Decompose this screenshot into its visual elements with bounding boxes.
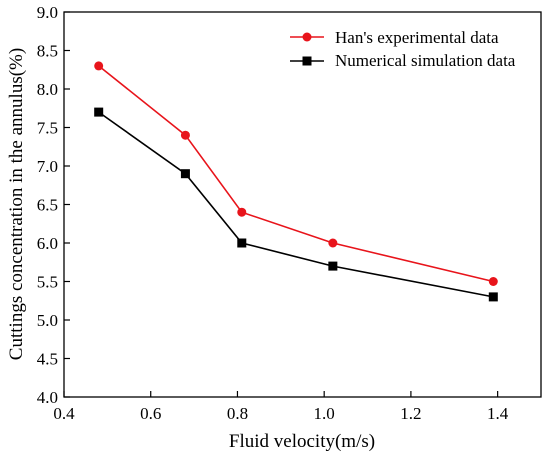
y-tick-label: 6.5 bbox=[37, 196, 58, 215]
legend: Han's experimental data Numerical simula… bbox=[290, 28, 516, 70]
ticks-layer: 0.4 0.6 0.8 1.0 1.2 1.4 4.0 4.5 5.0 5.5 6.0 6.5 7.0 7… bbox=[37, 3, 509, 423]
x-tick-label: 1.4 bbox=[487, 404, 509, 423]
series-line-han bbox=[98, 65, 494, 283]
y-tick-label: 7.0 bbox=[37, 157, 58, 176]
y-tick-label: 5.5 bbox=[37, 273, 58, 292]
x-tick-label: 1.0 bbox=[314, 404, 335, 423]
y-axis-label: Cuttings concentration in the annulus(%) bbox=[6, 48, 27, 360]
y-tick-label: 9.0 bbox=[37, 3, 58, 22]
x-tick-label: 1.2 bbox=[400, 404, 421, 423]
y-tick-label: 6.0 bbox=[37, 234, 58, 253]
y-tick-label: 7.5 bbox=[37, 119, 58, 138]
data-point-han bbox=[180, 130, 190, 140]
plot-frame bbox=[63, 11, 542, 398]
data-point-han bbox=[94, 61, 104, 71]
y-tick-label: 4.0 bbox=[37, 388, 58, 407]
legend-label-sim: Numerical simulation data bbox=[335, 51, 516, 70]
x-axis-label: Fluid velocity(m/s) bbox=[229, 431, 375, 452]
x-tick-label: 0.8 bbox=[227, 404, 248, 423]
data-point-simulation bbox=[180, 169, 190, 179]
data-point-han bbox=[237, 207, 247, 217]
x-tick-label: 0.4 bbox=[53, 404, 75, 423]
data-point-simulation bbox=[237, 238, 247, 248]
series-line-simulation bbox=[98, 111, 494, 298]
legend-marker-han bbox=[302, 32, 312, 42]
data-point-han bbox=[328, 238, 338, 248]
y-tick-label: 4.5 bbox=[37, 350, 58, 369]
y-tick-label: 8.5 bbox=[37, 42, 58, 61]
data-point-han bbox=[488, 277, 498, 286]
x-tick-label: 0.6 bbox=[140, 404, 161, 423]
y-tick-label: 8.0 bbox=[37, 80, 58, 99]
series-layer bbox=[94, 61, 498, 302]
y-tick-label: 5.0 bbox=[37, 311, 58, 330]
data-point-simulation bbox=[328, 261, 338, 271]
legend-label-han: Han's experimental data bbox=[335, 28, 499, 47]
data-point-simulation bbox=[94, 107, 104, 117]
data-point-simulation bbox=[488, 292, 498, 302]
legend-marker-sim bbox=[302, 56, 312, 66]
